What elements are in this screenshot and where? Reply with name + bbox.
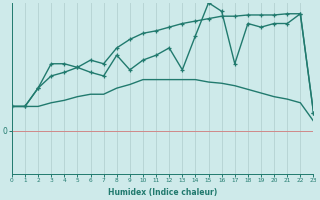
X-axis label: Humidex (Indice chaleur): Humidex (Indice chaleur) [108,188,217,197]
